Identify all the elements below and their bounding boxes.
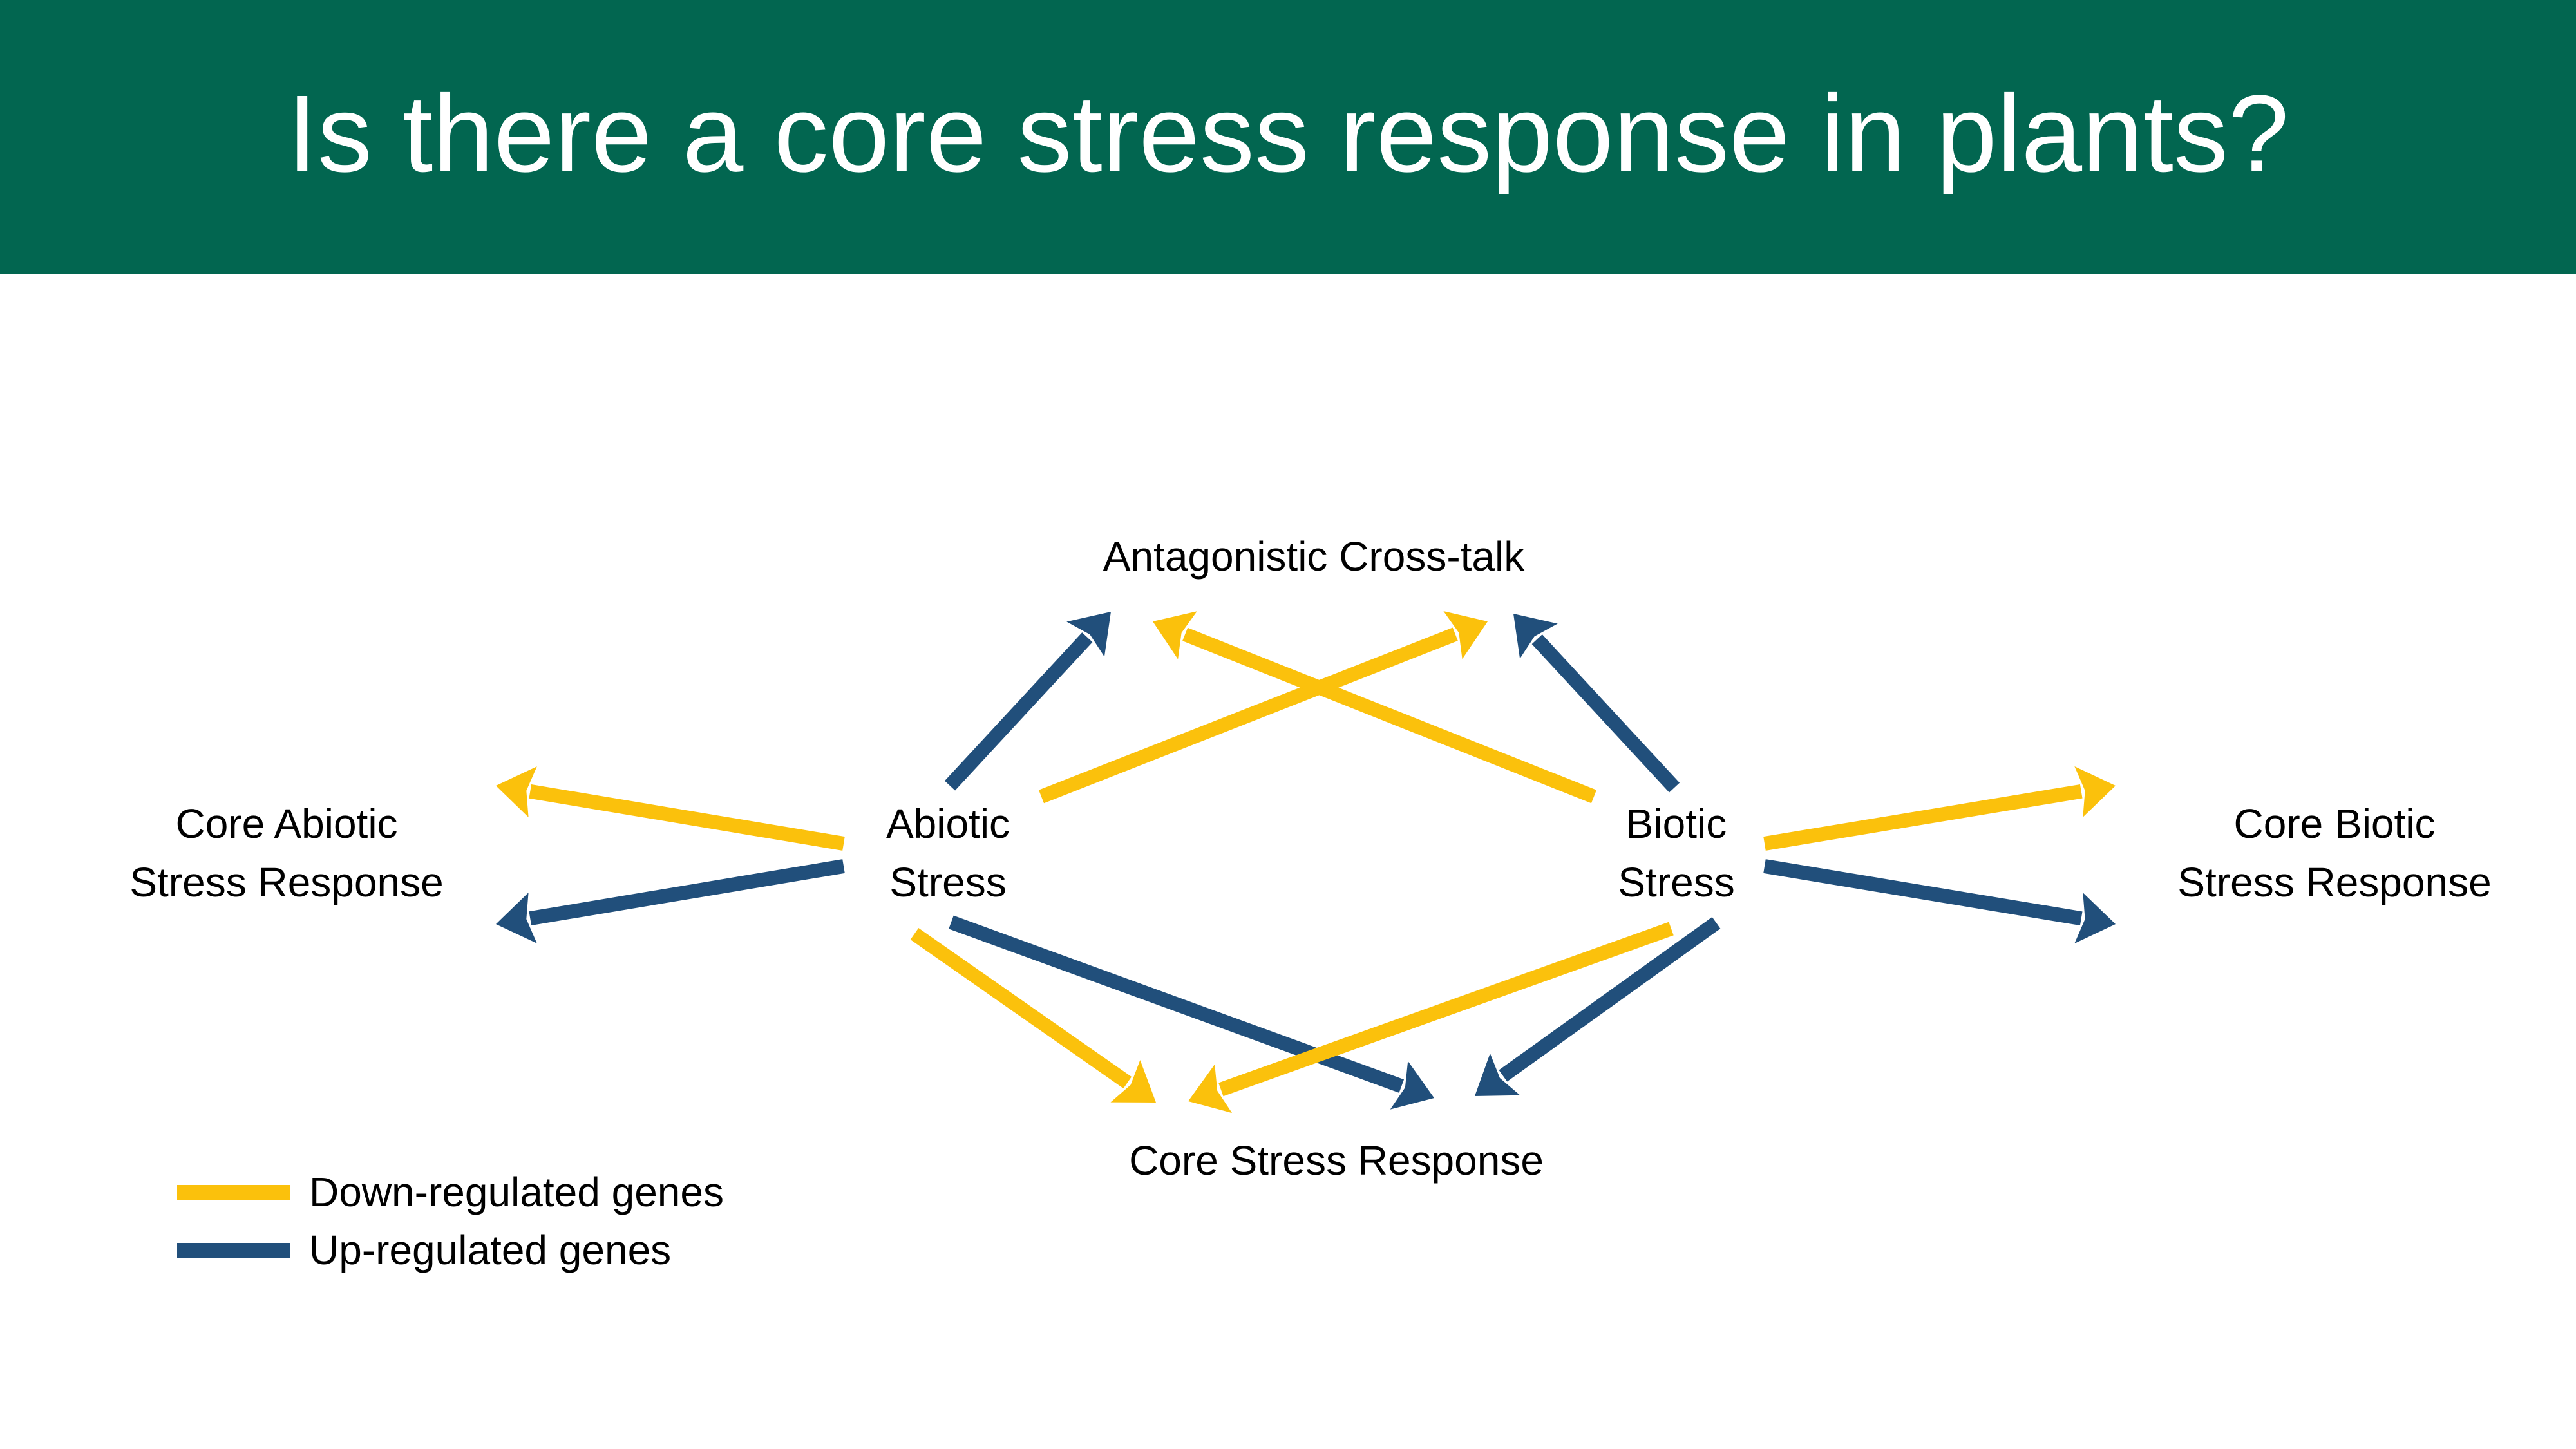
arrow-biotic-to-core_biotic-down [1763,766,2116,851]
arrow-head [1443,611,1488,659]
arrow-shaft [910,927,1132,1089]
arrow-abiotic-to-core_abiotic-down [496,766,845,851]
legend-swatch-up [177,1242,290,1258]
node-label-line2: Stress [889,859,1007,905]
arrow-head [1513,614,1558,659]
node-biotic-stress: Biotic Stress [1548,795,1805,912]
node-label-line1: Biotic [1625,800,1727,847]
legend-swatch-down [177,1184,290,1200]
arrow-abiotic-to-core_abiotic-up [496,859,845,943]
node-label-line2: Stress Response [2177,859,2492,905]
arrow-abiotic-to-core_stress-down [910,927,1156,1103]
arrow-head [496,766,537,817]
node-label-line1: Abiotic [886,800,1010,847]
legend-label-up: Up-regulated genes [309,1227,672,1273]
node-core-abiotic-stress-response: Core Abiotic Stress Response [93,795,480,912]
node-label-line1: Core Biotic [2233,800,2436,847]
arrow-biotic-to-core_stress-up [1475,917,1721,1096]
arrow-shaft [944,632,1093,791]
node-antagonistic-cross-talk: Antagonistic Cross-talk [1056,527,1571,586]
arrow-abiotic-to-antagonistic-up [944,612,1111,791]
arrow-head [1188,1064,1233,1113]
arrow-abiotic-to-antagonistic-down [1038,611,1488,804]
node-label: Core Stress Response [1129,1137,1544,1184]
arrow-biotic-to-core_stress-down [1188,922,1674,1113]
arrow-head [496,893,537,943]
arrow-head [1110,1060,1156,1103]
arrow-shaft [1763,784,2083,851]
node-core-biotic-stress-response: Core Biotic Stress Response [2141,795,2528,912]
arrow-biotic-to-antagonistic-down [1153,611,1597,804]
slide-title: Is there a core stress response in plant… [287,73,2289,195]
node-label: Antagonistic Cross-talk [1103,533,1525,580]
node-label-line2: Stress [1618,859,1735,905]
arrow-biotic-to-core_biotic-up [1763,859,2116,943]
node-label-line1: Core Abiotic [175,800,398,847]
arrow-shaft [1038,627,1458,804]
node-core-stress-response: Core Stress Response [1079,1132,1594,1190]
arrow-head [1475,1053,1520,1096]
node-abiotic-stress: Abiotic Stress [819,795,1077,912]
arrow-head [2074,893,2116,943]
arrow-shaft [1499,917,1721,1082]
arrow-shaft [529,859,845,925]
legend-up-regulated: Up-regulated genes [177,1221,671,1279]
title-bar: Is there a core stress response in plant… [0,0,2576,274]
arrow-shaft [1763,859,2083,926]
legend-down-regulated: Down-regulated genes [177,1163,724,1221]
arrow-head [1066,612,1111,657]
arrow-head [1390,1061,1434,1110]
arrow-shaft [1182,627,1597,804]
arrow-shaft [1218,922,1674,1097]
legend-label-down: Down-regulated genes [309,1169,724,1215]
arrow-biotic-to-antagonistic-up [1513,614,1680,793]
arrow-shaft [1531,634,1680,793]
arrow-head [2074,766,2116,817]
node-label-line2: Stress Response [129,859,444,905]
arrow-shaft [529,784,845,851]
arrow-head [1153,611,1197,659]
